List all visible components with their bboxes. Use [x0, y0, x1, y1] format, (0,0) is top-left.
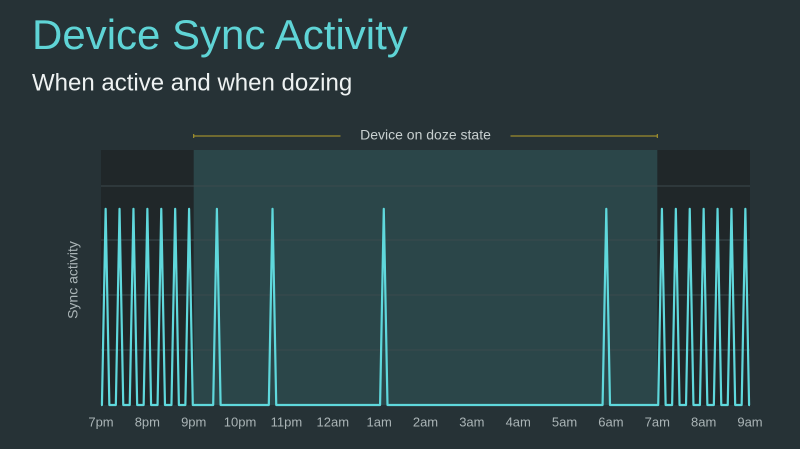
doze-region [193, 150, 658, 405]
annotation: Device on doze state [360, 127, 491, 143]
x-tick-label: 8am [691, 414, 716, 429]
active-region [657, 150, 750, 405]
active-region [101, 150, 194, 405]
x-tick-label: 8pm [135, 414, 160, 429]
x-tick-label: 3am [459, 414, 484, 429]
x-tick-label: 1am [366, 414, 391, 429]
x-tick-label: 9am [737, 414, 762, 429]
x-tick-label: 7am [645, 414, 670, 429]
x-tick-label: 2am [413, 414, 438, 429]
x-tick-label: 12am [317, 414, 350, 429]
x-tick-label: 5am [552, 414, 577, 429]
x-tick-label: 11pm [271, 414, 303, 429]
chart-title: Device Sync Activity [32, 11, 408, 58]
x-tick-label: 10pm [224, 414, 257, 429]
x-tick-label: 7pm [88, 414, 113, 429]
x-tick-label: 9pm [181, 414, 206, 429]
grid [101, 185, 750, 351]
y-axis-title: Sync activity [65, 241, 81, 319]
sync-line [100, 207, 751, 407]
x-tick-label: 4am [506, 414, 531, 429]
chart-subtitle: When active and when dozing [32, 69, 352, 96]
x-tick-label: 6am [598, 414, 623, 429]
plot-background [101, 150, 750, 405]
